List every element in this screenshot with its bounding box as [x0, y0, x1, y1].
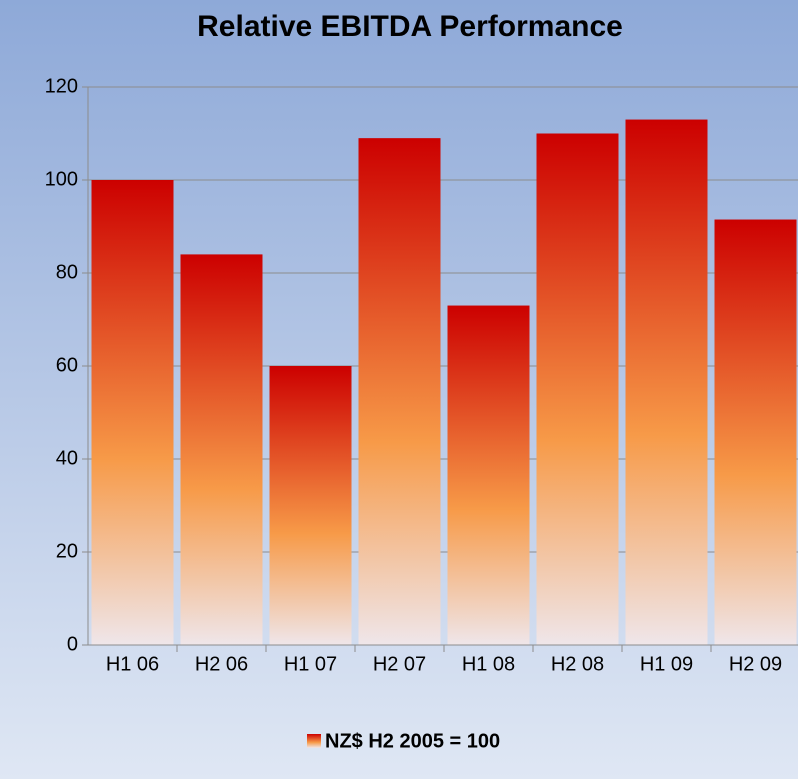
bar [625, 119, 708, 646]
bar [447, 305, 530, 645]
x-tick-label: H2 08 [551, 653, 604, 675]
x-tick-label: H1 06 [106, 653, 159, 675]
bar [536, 133, 619, 645]
x-tick-label: H2 09 [729, 653, 782, 675]
y-tick-label: 60 [56, 354, 78, 376]
legend-label: NZ$ H2 2005 = 100 [325, 730, 500, 752]
bar [358, 138, 441, 645]
x-tick-label: H2 06 [195, 653, 248, 675]
y-tick-label: 0 [67, 633, 78, 655]
chart-title: Relative EBITDA Performance [197, 10, 623, 43]
bar [269, 366, 352, 645]
legend-swatch [307, 734, 321, 748]
x-tick-label: H1 08 [462, 653, 515, 675]
y-tick-label: 100 [45, 168, 78, 190]
bar [714, 219, 797, 645]
y-tick-label: 80 [56, 261, 78, 283]
bar [91, 180, 174, 645]
y-tick-label: 20 [56, 540, 78, 562]
bar [180, 254, 263, 645]
x-tick-label: H2 07 [373, 653, 426, 675]
y-tick-label: 120 [45, 75, 78, 97]
y-tick-label: 40 [56, 447, 78, 469]
x-tick-label: H1 07 [284, 653, 337, 675]
x-tick-label: H1 09 [640, 653, 693, 675]
